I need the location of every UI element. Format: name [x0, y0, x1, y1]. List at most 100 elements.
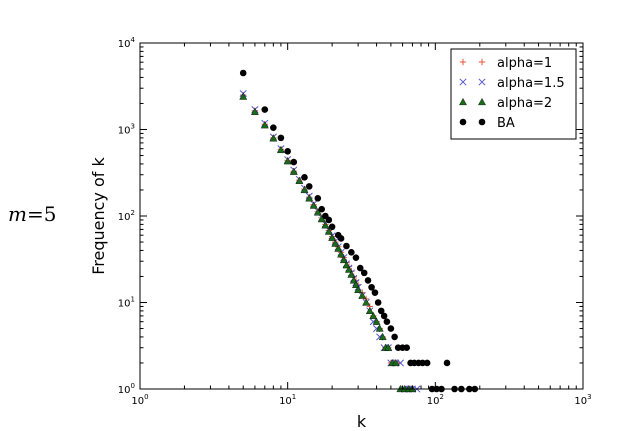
y-tick-label: 104: [118, 36, 136, 50]
data-point: [313, 208, 322, 216]
data-point: [364, 277, 372, 284]
data-point: [378, 332, 387, 341]
data-point: [305, 183, 313, 190]
data-point: [377, 307, 385, 315]
x-tick-label: 100: [131, 393, 148, 407]
legend-marker: [478, 78, 486, 86]
data-point: [325, 216, 333, 224]
data-point: [276, 145, 285, 154]
data-point: [352, 280, 360, 288]
legend-entry: alpha=1.5: [459, 76, 565, 91]
data-point: [290, 158, 298, 166]
side-label: m=5: [8, 202, 56, 226]
legend-entry: BA: [459, 116, 515, 131]
data-point: [358, 291, 367, 299]
data-point: [337, 235, 345, 242]
legend-marker: [459, 58, 467, 66]
data-point: [371, 289, 379, 296]
legend-marker: [478, 58, 486, 66]
data-point: [354, 285, 363, 293]
x-tick-label: 101: [279, 393, 296, 407]
data-point: [261, 106, 269, 113]
data-point: [260, 121, 269, 129]
data-point: [277, 134, 285, 142]
data-point: [391, 333, 398, 341]
legend-entry: alpha=1: [459, 56, 552, 71]
y-tick-label: 102: [118, 209, 135, 223]
data-point: [403, 344, 411, 352]
data-point: [321, 221, 330, 229]
data-point: [383, 318, 391, 325]
series-2: [239, 92, 417, 393]
points-layer: [239, 69, 479, 393]
legend-marker: [459, 78, 467, 86]
data-point: [375, 324, 384, 332]
data-point: [362, 298, 371, 306]
data-point: [269, 134, 278, 142]
x-tick-label: 102: [427, 393, 444, 407]
legend-marker: [459, 97, 467, 106]
side-label-var: m: [8, 202, 27, 226]
data-point: [270, 124, 277, 131]
data-point: [419, 359, 426, 367]
legend-label: alpha=1.5: [497, 76, 565, 91]
data-point: [345, 265, 353, 273]
data-point: [295, 176, 304, 184]
data-point: [339, 255, 348, 264]
ticks-layer: 100 101 102 103 100 101 102 103 104: [118, 36, 592, 407]
data-point: [360, 269, 368, 277]
data-point: [380, 312, 388, 320]
legend: alpha=1 alpha=1.5 alpha=2 BA: [450, 48, 577, 140]
legend-entry: alpha=2: [459, 96, 552, 111]
data-point: [343, 242, 350, 250]
data-point: [283, 157, 292, 165]
data-point: [301, 174, 308, 181]
data-point: [374, 299, 382, 306]
data-point: [305, 194, 314, 202]
y-tick-label: 103: [118, 123, 135, 137]
data-point: [284, 147, 291, 155]
data-point: [342, 261, 351, 269]
data-point: [250, 107, 259, 115]
y-axis-label: Frequency of k: [89, 157, 108, 275]
x-axis-label: k: [357, 412, 367, 431]
data-point: [348, 249, 355, 256]
legend-box: [450, 48, 577, 140]
y-tick-label: 100: [118, 382, 135, 396]
data-point: [328, 233, 337, 241]
data-point: [443, 359, 451, 367]
data-point: [239, 69, 247, 77]
legend-label: BA: [497, 116, 515, 131]
data-point: [369, 311, 378, 319]
data-point: [347, 270, 356, 278]
data-point: [328, 223, 336, 231]
data-point: [324, 227, 333, 235]
series-3: [239, 69, 479, 393]
legend-label: alpha=2: [497, 96, 552, 111]
data-point: [314, 195, 322, 202]
data-point: [289, 167, 298, 175]
data-point: [423, 359, 431, 367]
legend-marker: [459, 118, 467, 126]
data-point: [368, 283, 375, 291]
series-1: [239, 90, 421, 393]
data-point: [387, 325, 395, 332]
data-point: [337, 250, 346, 258]
data-point: [384, 343, 393, 351]
data-point: [300, 185, 309, 194]
legend-marker: [478, 118, 486, 126]
data-point: [365, 306, 374, 314]
data-point: [391, 358, 400, 367]
side-label-eq: =5: [26, 202, 57, 226]
data-point: [372, 317, 381, 325]
data-point: [317, 215, 326, 223]
legend-marker: [478, 97, 486, 106]
data-point: [352, 254, 360, 261]
legend-label: alpha=1: [497, 56, 552, 71]
data-point: [334, 244, 343, 252]
data-point: [331, 239, 340, 247]
y-tick-label: 101: [118, 296, 135, 310]
data-point: [318, 205, 325, 213]
data-point: [356, 264, 364, 272]
